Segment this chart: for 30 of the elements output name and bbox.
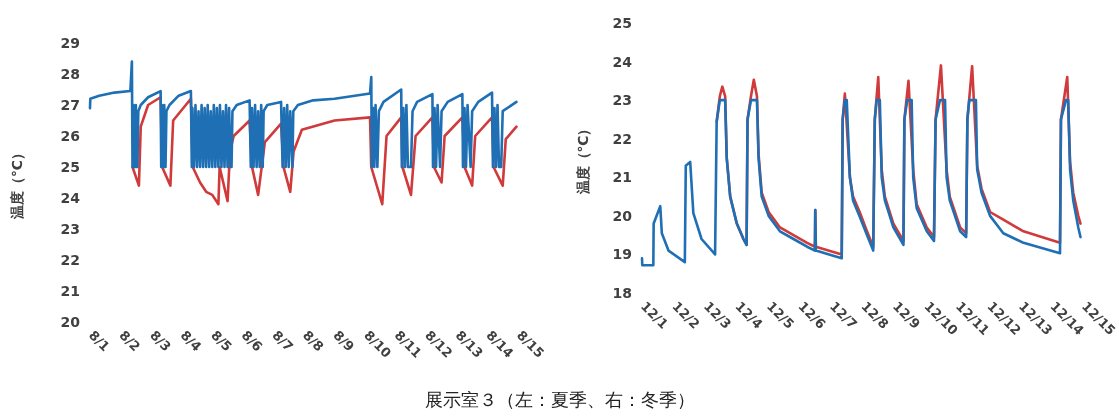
y-tick-label: 23 xyxy=(60,221,80,237)
y-tick-label: 20 xyxy=(612,207,633,224)
y-tick-label: 21 xyxy=(60,283,80,299)
x-tick-label: 8/7 xyxy=(269,327,297,355)
y-tick-label: 28 xyxy=(60,66,80,82)
x-tick-label: 8/4 xyxy=(177,327,205,355)
y-axis-title: 温度（℃） xyxy=(9,146,25,220)
x-tick-label: 8/2 xyxy=(116,327,144,355)
y-tick-label: 21 xyxy=(612,169,632,186)
y-tick-label: 18 xyxy=(612,285,632,301)
y-tick-label: 27 xyxy=(60,97,80,113)
y-tick-label: 26 xyxy=(60,128,80,144)
y-axis-title: 温度（℃） xyxy=(575,121,591,196)
x-tick-label: 8/9 xyxy=(330,327,358,355)
y-tick-label: 23 xyxy=(612,92,632,109)
y-tick-label: 20 xyxy=(60,314,81,330)
text: 展示室３（左：夏季、右：冬季） xyxy=(424,389,695,410)
x-tick-label: 8/5 xyxy=(208,327,235,355)
y-tick-label: 24 xyxy=(60,190,81,206)
x-tick-label: 8/8 xyxy=(299,327,327,355)
x-tick-label: 8/6 xyxy=(238,327,266,355)
y-tick-label: 29 xyxy=(60,35,80,51)
y-tick-label: 25 xyxy=(60,159,80,175)
x-tick-label: 8/3 xyxy=(147,327,174,355)
y-tick-label: 19 xyxy=(612,246,632,263)
y-tick-label: 22 xyxy=(612,130,632,147)
y-tick-label: 22 xyxy=(60,252,80,268)
x-tick-label: 8/1 xyxy=(85,327,113,355)
y-tick-label: 24 xyxy=(612,53,633,70)
y-tick-label: 25 xyxy=(612,15,632,31)
